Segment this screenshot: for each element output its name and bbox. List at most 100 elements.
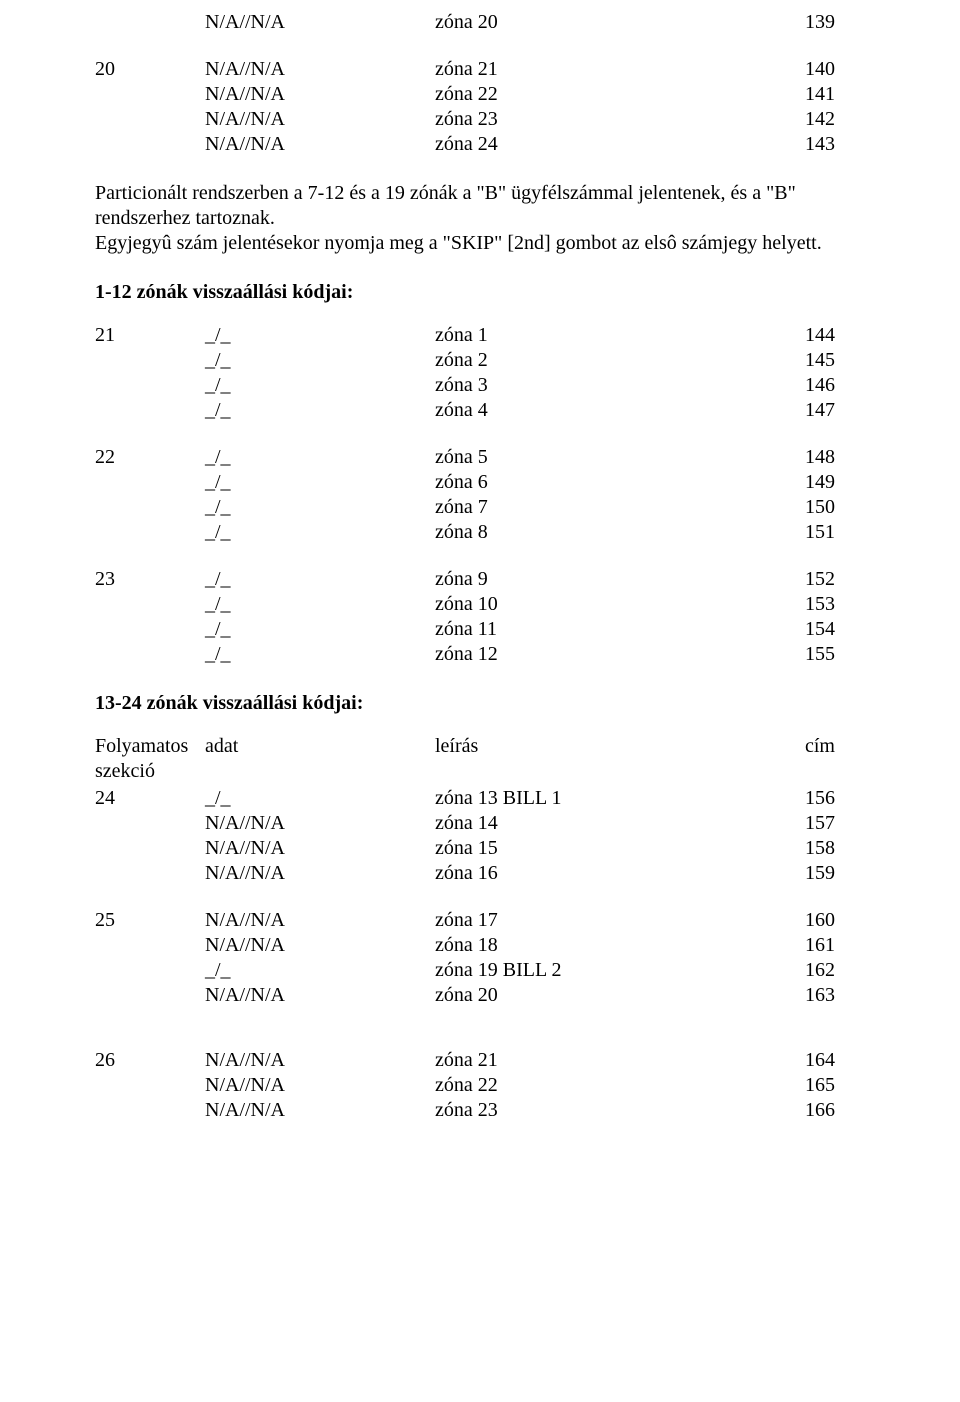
cell-c: zóna 13 BILL 1 (435, 786, 805, 811)
cell-c: zóna 2 (435, 348, 805, 373)
table-row: N/A//N/A zóna 18 161 (95, 933, 865, 958)
table-row: _/_ zóna 3 146 (95, 373, 865, 398)
cell-d: 164 (805, 1048, 865, 1073)
cell-d: 160 (805, 908, 865, 933)
cell-c: zóna 1 (435, 323, 805, 348)
cell-d: 154 (805, 617, 865, 642)
cell-c: zóna 18 (435, 933, 805, 958)
cell-b: N/A//N/A (205, 908, 435, 933)
cell-d: 155 (805, 642, 865, 667)
cell-b: N/A//N/A (205, 57, 435, 82)
document-page: N/A//N/A zóna 20 139 20 N/A//N/A zóna 21… (0, 0, 960, 1402)
cell-b: _/_ (205, 592, 435, 617)
table-row: 24 _/_ zóna 13 BILL 1 156 (95, 786, 865, 811)
cell-a: 21 (95, 323, 205, 348)
table-row: 25 N/A//N/A zóna 17 160 (95, 908, 865, 933)
table-row: _/_ zóna 10 153 (95, 592, 865, 617)
paragraph-line: Particionált rendszerben a 7-12 és a 19 … (95, 182, 796, 229)
table-block-26: 26 N/A//N/A zóna 21 164 N/A//N/A zóna 22… (95, 1048, 865, 1123)
cell-b: N/A//N/A (205, 983, 435, 1008)
cell-b: _/_ (205, 495, 435, 520)
header-col-c: leírás (435, 734, 805, 759)
cell-d: 142 (805, 107, 865, 132)
table-row: N/A//N/A zóna 22 165 (95, 1073, 865, 1098)
table-row: Folyamatos adat leírás cím (95, 734, 865, 759)
table-row: N/A//N/A zóna 20 139 (205, 10, 865, 35)
cell-c: zóna 7 (435, 495, 805, 520)
table-row: N/A//N/A zóna 23 142 (95, 107, 865, 132)
cell-b: N/A//N/A (205, 132, 435, 157)
table-row: N/A//N/A zóna 20 163 (95, 983, 865, 1008)
cell-d: 144 (805, 323, 865, 348)
table-row: N/A//N/A zóna 16 159 (95, 861, 865, 886)
table-row: _/_ zóna 12 155 (95, 642, 865, 667)
table-block-24: 24 _/_ zóna 13 BILL 1 156 N/A//N/A zóna … (95, 786, 865, 886)
cell-c: zóna 22 (435, 1073, 805, 1098)
cell-a: 24 (95, 786, 205, 811)
table-row: _/_ zóna 6 149 (95, 470, 865, 495)
cell-c: zóna 11 (435, 617, 805, 642)
cell-b: N/A//N/A (205, 1098, 435, 1123)
table-row: N/A//N/A zóna 22 141 (95, 82, 865, 107)
cell-d: 147 (805, 398, 865, 423)
cell-b: N/A//N/A (205, 861, 435, 886)
cell-c: zóna 9 (435, 567, 805, 592)
table-row: 23 _/_ zóna 9 152 (95, 567, 865, 592)
header-col-a: Folyamatos (95, 734, 205, 759)
cell-c: zóna 14 (435, 811, 805, 836)
table-row: N/A//N/A zóna 14 157 (95, 811, 865, 836)
cell-d: 159 (805, 861, 865, 886)
cell-d: 161 (805, 933, 865, 958)
cell-d: 162 (805, 958, 865, 983)
table-header: Folyamatos adat leírás cím szekció (95, 734, 865, 784)
cell-c: zóna 21 (435, 57, 805, 82)
header-col-b: adat (205, 734, 435, 759)
cell-b: _/_ (205, 958, 435, 983)
cell-c: zóna 20 (435, 983, 805, 1008)
table-block-top-single: N/A//N/A zóna 20 139 (95, 10, 865, 35)
cell-d: 166 (805, 1098, 865, 1123)
cell-b: _/_ (205, 786, 435, 811)
cell-b: N/A//N/A (205, 1048, 435, 1073)
section-heading: 1-12 zónák visszaállási kódjai: (95, 280, 865, 305)
cell-b: _/_ (205, 470, 435, 495)
cell-d: 163 (805, 983, 865, 1008)
cell-b: _/_ (205, 520, 435, 545)
cell-c: zóna 23 (435, 1098, 805, 1123)
cell-d: 151 (805, 520, 865, 545)
cell-b: N/A//N/A (205, 811, 435, 836)
cell-b: N/A//N/A (205, 933, 435, 958)
table-row: _/_ zóna 8 151 (95, 520, 865, 545)
cell-a: 23 (95, 567, 205, 592)
cell-b: _/_ (205, 617, 435, 642)
table-block-25: 25 N/A//N/A zóna 17 160 N/A//N/A zóna 18… (95, 908, 865, 1008)
paragraph-line: Egyjegyû szám jelentésekor nyomja meg a … (95, 232, 822, 254)
cell-b: _/_ (205, 642, 435, 667)
cell-c: zóna 3 (435, 373, 805, 398)
cell-b: N/A//N/A (205, 82, 435, 107)
table-block-21: 21 _/_ zóna 1 144 _/_ zóna 2 145 _/_ zón… (95, 323, 865, 423)
cell-d: 157 (805, 811, 865, 836)
cell-d: 156 (805, 786, 865, 811)
cell-c: zóna 24 (435, 132, 805, 157)
cell-c: zóna 21 (435, 1048, 805, 1073)
header-subline: szekció (95, 759, 865, 784)
cell-c: zóna 4 (435, 398, 805, 423)
cell-c: zóna 19 BILL 2 (435, 958, 805, 983)
cell-b: _/_ (205, 373, 435, 398)
cell-c: zóna 16 (435, 861, 805, 886)
table-row: 26 N/A//N/A zóna 21 164 (95, 1048, 865, 1073)
section-heading: 13-24 zónák visszaállási kódjai: (95, 691, 865, 716)
cell-d: 140 (805, 57, 865, 82)
cell-c: zóna 12 (435, 642, 805, 667)
table-row: _/_ zóna 11 154 (95, 617, 865, 642)
cell-c: zóna 6 (435, 470, 805, 495)
header-col-d: cím (805, 734, 865, 759)
cell-b: N/A//N/A (205, 836, 435, 861)
table-block-22: 22 _/_ zóna 5 148 _/_ zóna 6 149 _/_ zón… (95, 445, 865, 545)
cell-a: 25 (95, 908, 205, 933)
cell-b: _/_ (205, 323, 435, 348)
cell-d: 139 (805, 10, 865, 35)
table-block-20: 20 N/A//N/A zóna 21 140 N/A//N/A zóna 22… (95, 57, 865, 157)
cell-a: 22 (95, 445, 205, 470)
